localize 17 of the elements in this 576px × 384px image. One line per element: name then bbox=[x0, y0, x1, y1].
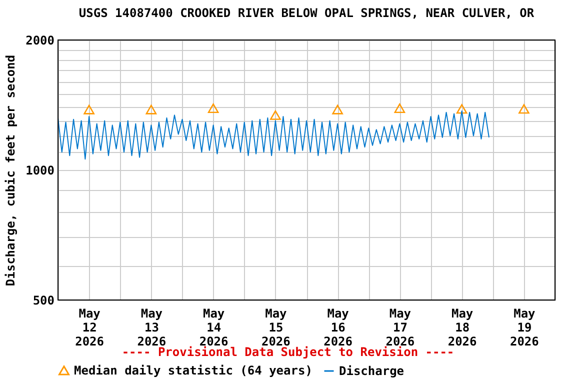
point bbox=[270, 110, 281, 120]
legend-label: Discharge bbox=[339, 364, 404, 378]
y-tick-label: 500 bbox=[32, 294, 54, 308]
point bbox=[518, 104, 530, 114]
y-tick-label: 1000 bbox=[26, 164, 54, 178]
point bbox=[394, 103, 406, 113]
point bbox=[208, 103, 219, 113]
y-tick-label: 2000 bbox=[26, 34, 54, 48]
x-tick-label: May 12 2026 bbox=[75, 306, 104, 348]
x-tick-label: May 19 2026 bbox=[510, 306, 539, 348]
point bbox=[146, 104, 157, 114]
chart-title: USGS 14087400 CROOKED RIVER BELOW OPAL SPRINGS, NEAR CULVER, OR bbox=[78, 6, 535, 20]
point bbox=[456, 104, 468, 114]
point bbox=[332, 104, 343, 114]
legend-label: Median daily statistic (64 years) bbox=[74, 363, 312, 378]
y-axis-title: Discharge, cubic feet per second bbox=[4, 54, 18, 286]
point bbox=[84, 104, 94, 114]
